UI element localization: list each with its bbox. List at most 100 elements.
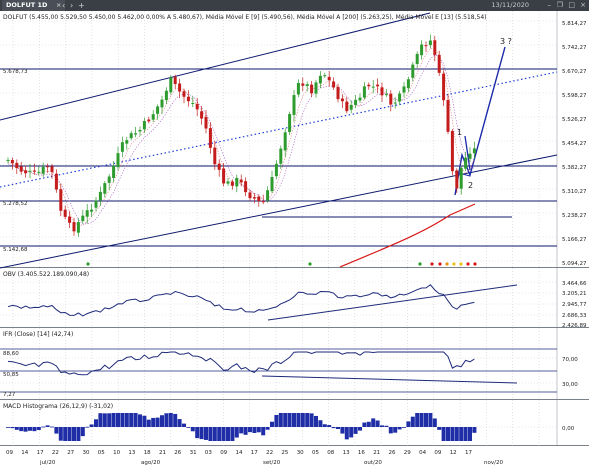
candle-body[interactable] [50, 166, 54, 173]
candle-body[interactable] [182, 91, 186, 97]
candle-body[interactable] [120, 142, 124, 152]
candle-body[interactable] [428, 40, 432, 46]
candle-body[interactable] [6, 159, 10, 161]
candle-body[interactable] [340, 98, 344, 102]
candle-body[interactable] [301, 83, 305, 86]
candle-body[interactable] [433, 40, 437, 55]
candle-body[interactable] [129, 133, 133, 139]
candle-body[interactable] [138, 129, 142, 132]
candle-body[interactable] [406, 79, 410, 89]
candle-body[interactable] [437, 54, 441, 73]
candle-body[interactable] [244, 181, 248, 193]
candle-body[interactable] [332, 81, 336, 88]
candle-body[interactable] [235, 177, 239, 187]
candle-body[interactable] [46, 166, 50, 168]
candle-body[interactable] [76, 222, 80, 233]
obv-panel[interactable] [0, 268, 557, 327]
nav-left-icon[interactable]: ‹ [62, 1, 66, 10]
candle-body[interactable] [230, 181, 234, 186]
candle-body[interactable] [336, 86, 340, 100]
minimize-icon[interactable]: – [547, 1, 552, 9]
candle-body[interactable] [455, 170, 459, 189]
candle-body[interactable] [450, 130, 454, 172]
ma200-line[interactable] [339, 203, 476, 268]
candle-body[interactable] [367, 84, 371, 87]
candle-body[interactable] [200, 111, 204, 119]
candle-body[interactable] [266, 190, 270, 201]
price-panel[interactable] [0, 11, 557, 267]
candle-body[interactable] [464, 157, 468, 169]
candle-body[interactable] [226, 181, 230, 184]
add-tab-icon[interactable]: + [78, 1, 85, 10]
candle-body[interactable] [98, 191, 102, 201]
candle-body[interactable] [90, 209, 94, 212]
candle-body[interactable] [28, 170, 32, 172]
candle-body[interactable] [283, 132, 287, 151]
candle-body[interactable] [415, 53, 419, 64]
candle-body[interactable] [393, 102, 397, 104]
candle-body[interactable] [222, 168, 226, 184]
candle-body[interactable] [94, 200, 98, 208]
close-tab-icon[interactable]: × [55, 1, 62, 9]
candle-body[interactable] [191, 102, 195, 104]
candle-body[interactable] [384, 94, 388, 96]
candle-body[interactable] [442, 73, 446, 101]
candle-body[interactable] [424, 45, 428, 47]
candle-body[interactable] [151, 114, 155, 120]
candle-body[interactable] [318, 75, 322, 84]
candle-body[interactable] [186, 96, 190, 102]
candle-body[interactable] [261, 201, 265, 203]
candle-body[interactable] [323, 75, 327, 77]
candle-body[interactable] [292, 95, 296, 115]
chart-area[interactable]: 1 2 3 ? DOLFUT (5.455,00 5.529,50 5.450,… [0, 11, 589, 467]
candle-body[interactable] [54, 173, 58, 190]
candle-body[interactable] [314, 82, 318, 94]
candle-body[interactable] [402, 86, 406, 93]
candle-body[interactable] [349, 104, 353, 110]
candle-body[interactable] [459, 167, 463, 189]
candle-body[interactable] [327, 76, 331, 81]
candle-body[interactable] [274, 163, 278, 177]
candle-body[interactable] [270, 177, 274, 192]
candle-body[interactable] [68, 216, 72, 223]
window-close-icon[interactable]: × [580, 1, 586, 9]
candle-body[interactable] [125, 140, 129, 144]
macd-histogram[interactable] [6, 413, 477, 441]
candle-body[interactable] [380, 87, 384, 96]
candle-body[interactable] [10, 159, 14, 164]
candle-body[interactable] [248, 192, 252, 199]
candle-body[interactable] [257, 196, 261, 201]
candle-body[interactable] [358, 97, 362, 101]
candlesticks[interactable] [6, 34, 476, 237]
restore-icon[interactable]: ❐ [556, 1, 563, 9]
candle-body[interactable] [37, 171, 41, 173]
candle-body[interactable] [310, 84, 314, 94]
candle-body[interactable] [63, 209, 67, 217]
candle-body[interactable] [472, 148, 476, 154]
candle-body[interactable] [160, 99, 164, 108]
candle-body[interactable] [24, 170, 28, 174]
candle-body[interactable] [103, 183, 107, 194]
candle-body[interactable] [239, 179, 243, 183]
candle-body[interactable] [279, 148, 283, 164]
ifr-line[interactable] [7, 351, 475, 376]
channel-lower-line[interactable] [0, 154, 558, 269]
candle-body[interactable] [208, 128, 212, 148]
candle-body[interactable] [296, 83, 300, 95]
maximize-icon[interactable]: □ [568, 1, 575, 9]
chart-tab[interactable]: DOLFUT 1D × [2, 0, 66, 11]
candle-body[interactable] [134, 133, 138, 135]
candle-body[interactable] [420, 44, 424, 56]
candle-body[interactable] [178, 83, 182, 92]
candle-body[interactable] [468, 153, 472, 159]
candle-body[interactable] [217, 163, 221, 170]
candle-body[interactable] [345, 101, 349, 112]
candle-body[interactable] [72, 222, 76, 232]
candle-body[interactable] [164, 90, 168, 101]
candle-body[interactable] [15, 162, 19, 169]
candle-body[interactable] [389, 93, 393, 105]
candle-body[interactable] [362, 86, 366, 98]
candle-body[interactable] [398, 93, 402, 102]
candle-body[interactable] [32, 170, 36, 172]
trend-dotted-line[interactable] [0, 71, 558, 188]
